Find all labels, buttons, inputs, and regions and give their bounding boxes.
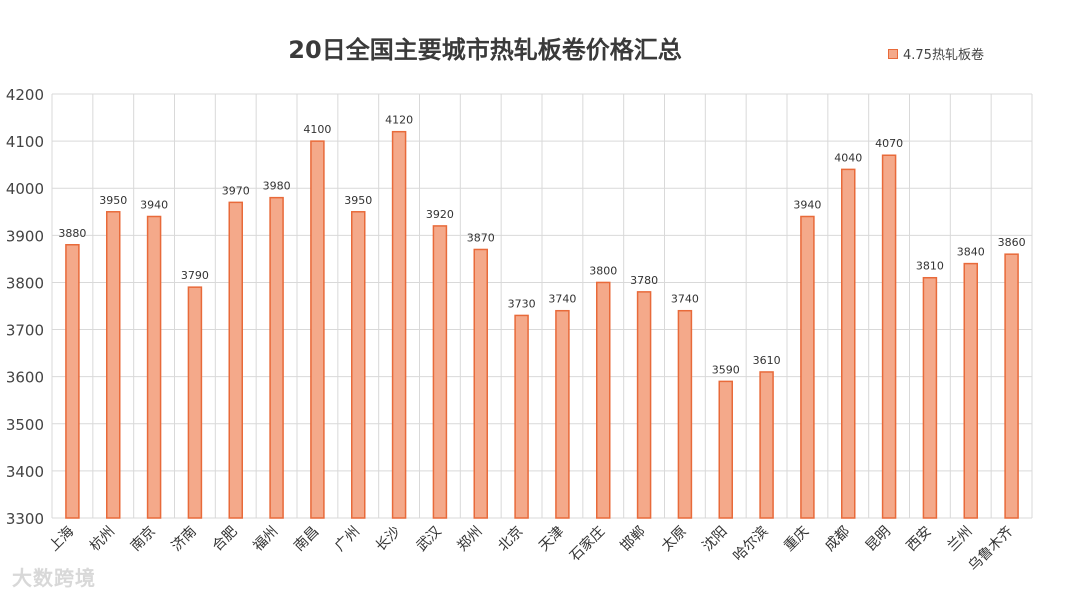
- x-tick-label: 邯郸: [618, 524, 649, 555]
- y-tick-label: 4000: [6, 180, 44, 198]
- watermark: 大数跨境: [12, 566, 96, 590]
- data-label: 3740: [548, 293, 576, 306]
- x-tick-label: 西安: [904, 524, 935, 555]
- legend-swatch: [888, 48, 898, 59]
- data-label: 3800: [589, 264, 617, 277]
- data-label: 3790: [181, 269, 209, 282]
- data-label: 3870: [467, 231, 495, 244]
- y-tick-label: 3500: [6, 416, 44, 434]
- bar: [514, 314, 529, 519]
- bar: [1004, 253, 1019, 519]
- y-tick-label: 3700: [6, 322, 44, 340]
- bar: [677, 309, 693, 519]
- x-tick-label: 石家庄: [566, 523, 608, 565]
- x-tick-label: 太原: [659, 524, 690, 555]
- data-label: 3810: [916, 260, 944, 273]
- data-label: 3610: [753, 354, 781, 367]
- data-label: 3880: [58, 227, 86, 240]
- bar: [146, 215, 162, 519]
- bar: [106, 211, 121, 519]
- x-tick-label: 昆明: [863, 524, 894, 555]
- x-tick-label: 广州: [332, 524, 363, 555]
- bar: [841, 168, 856, 519]
- bar: [963, 262, 978, 519]
- bar: [187, 286, 203, 519]
- x-tick-label: 北京: [495, 524, 526, 555]
- y-tick-label: 3900: [6, 227, 44, 245]
- x-tick-label: 杭州: [87, 524, 118, 555]
- x-tick-label: 哈尔滨: [730, 524, 771, 565]
- bar: [555, 309, 570, 519]
- data-label: 3920: [426, 208, 454, 221]
- data-label: 4120: [385, 114, 413, 127]
- bar: [65, 244, 80, 519]
- bar: [351, 211, 366, 519]
- data-label: 3950: [344, 194, 372, 207]
- data-label: 3730: [508, 297, 536, 310]
- data-label: 3940: [793, 198, 821, 211]
- x-tick-label: 武汉: [414, 524, 445, 555]
- y-tick-label: 3300: [6, 510, 44, 528]
- y-tick-label: 4100: [6, 133, 44, 151]
- bar: [269, 196, 284, 519]
- bar: [881, 154, 897, 519]
- data-label: 3970: [222, 184, 250, 197]
- bar: [636, 291, 652, 519]
- bar: [800, 215, 815, 519]
- bar: [473, 248, 488, 519]
- data-label: 3980: [263, 180, 291, 193]
- data-label: 3950: [99, 194, 127, 207]
- x-tick-label: 重庆: [781, 524, 812, 555]
- y-tick-label: 3600: [6, 369, 44, 387]
- x-tick-label: 福州: [250, 524, 281, 555]
- bar: [718, 380, 733, 519]
- data-label: 3840: [957, 246, 985, 259]
- bar: [922, 276, 938, 519]
- y-tick-label: 3400: [6, 463, 44, 481]
- x-tick-label: 长沙: [373, 524, 404, 555]
- bar: [228, 201, 243, 519]
- x-tick-label: 天津: [536, 524, 567, 555]
- x-tick-label: 济南: [169, 524, 200, 555]
- bar: [391, 130, 407, 519]
- data-label: 3860: [998, 236, 1026, 249]
- legend-label: 4.75热轧板卷: [903, 48, 984, 63]
- data-label: 3590: [712, 363, 740, 376]
- bar: [310, 140, 325, 519]
- x-tick-label: 郑州: [454, 524, 485, 555]
- bar: [432, 225, 448, 519]
- x-tick-label: 沈阳: [699, 524, 730, 555]
- x-tick-label: 成都: [822, 524, 853, 555]
- data-label: 3740: [671, 293, 699, 306]
- x-tick-label: 南昌: [291, 524, 322, 555]
- bar: [596, 281, 611, 519]
- y-tick-label: 3800: [6, 274, 44, 292]
- x-tick-label: 上海: [46, 524, 77, 555]
- y-tick-label: 4200: [6, 86, 44, 104]
- bar: [759, 371, 774, 519]
- x-tick-label: 合肥: [209, 524, 240, 555]
- chart-title: 20日全国主要城市热轧板卷价格汇总: [288, 36, 682, 64]
- x-tick-label: 南京: [128, 524, 159, 555]
- data-label: 3940: [140, 198, 168, 211]
- x-tick-label: 兰州: [944, 524, 975, 555]
- x-tick-label: 乌鲁木齐: [966, 524, 1017, 575]
- data-label: 4040: [834, 151, 862, 164]
- data-label: 3780: [630, 274, 658, 287]
- legend: 4.75热轧板卷: [888, 44, 984, 63]
- data-label: 4100: [303, 123, 331, 136]
- data-label: 4070: [875, 137, 903, 150]
